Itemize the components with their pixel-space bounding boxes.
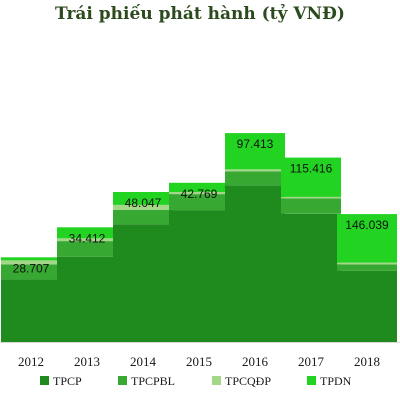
- legend-swatch-tpcqđp: [212, 376, 221, 385]
- legend-swatch-tpcp: [40, 376, 49, 385]
- category-label-2018: 2018: [354, 354, 380, 369]
- category-label-2014: 2014: [130, 354, 157, 369]
- bar-tpcp-2012: [1, 279, 61, 342]
- bar-tpcpbl-2015: [169, 194, 229, 211]
- bar-tpcp-2017: [281, 213, 341, 342]
- category-label-2017: 2017: [298, 354, 325, 369]
- bar-tpdn-2012: [1, 257, 61, 261]
- bar-tpcpbl-2012: [1, 264, 61, 280]
- bar-tpdn-2013: [57, 227, 117, 239]
- bar-tpcqđp-2013: [57, 238, 117, 242]
- category-labels-layer: 2012 2013 2014 2015 2016 2017 2018: [18, 354, 380, 369]
- category-label-2015: 2015: [186, 354, 212, 369]
- bar-tpcpbl-2018: [337, 264, 397, 271]
- bar-tpcp-2015: [169, 210, 229, 342]
- bar-tpdn-2014: [113, 192, 173, 205]
- category-label-2013: 2013: [74, 354, 100, 369]
- data-label-2012: 28.707: [13, 261, 50, 275]
- data-labels-layer: 28.707 34.412 48.047 42.769 97.413 115.416 146…: [13, 137, 389, 275]
- bar-tpcqđp-2018: [337, 262, 397, 265]
- bar-tpdn-2016: [225, 133, 285, 170]
- legend-swatch-tpcpbl: [118, 376, 127, 385]
- bar-tpcpbl-2014: [113, 209, 173, 225]
- category-label-2012: 2012: [18, 354, 44, 369]
- category-label-2016: 2016: [242, 354, 269, 369]
- legend-label-tpcp: TPCP: [53, 374, 82, 388]
- data-label-2018: 146.039: [345, 218, 389, 232]
- data-label-2017: 115.416: [290, 162, 333, 176]
- bar-tpcp-2013: [57, 256, 117, 342]
- bar-tpcqđp-2016: [225, 169, 285, 172]
- legend-label-tpcpbl: TPCPBL: [131, 374, 175, 388]
- bar-tpcqđp-2015: [169, 192, 229, 195]
- bar-tpdn-2017: [281, 157, 341, 197]
- data-label-2014: 48.047: [125, 196, 162, 210]
- data-label-2015: 42.769: [181, 187, 218, 201]
- bar-tpcqđp-2012: [1, 260, 61, 265]
- bar-tpdn-2015: [169, 182, 229, 192]
- data-label-2016: 97.413: [237, 137, 274, 151]
- chart-title: Trái phiếu phát hành (tỷ VNĐ): [55, 4, 345, 24]
- bar-tpcp-2014: [113, 224, 173, 342]
- data-label-2013: 34.412: [69, 231, 106, 245]
- bar-tpcpbl-2016: [225, 171, 285, 186]
- legend-label-tpcqđp: TPCQĐP: [225, 374, 271, 388]
- bar-tpcpbl-2013: [57, 241, 117, 257]
- bar-tpcp-2016: [225, 185, 285, 342]
- bars-layer: [1, 133, 397, 342]
- bar-tpcqđp-2017: [281, 196, 341, 199]
- bar-tpcqđp-2014: [113, 204, 173, 210]
- bar-tpdn-2018: [337, 214, 397, 263]
- legend: TPCP TPCPBL TPCQĐP TPDN: [40, 374, 352, 388]
- bar-tpcpbl-2017: [281, 198, 341, 214]
- legend-swatch-tpdn: [307, 376, 316, 385]
- legend-label-tpdn: TPDN: [320, 374, 352, 388]
- bar-tpcp-2018: [337, 270, 397, 342]
